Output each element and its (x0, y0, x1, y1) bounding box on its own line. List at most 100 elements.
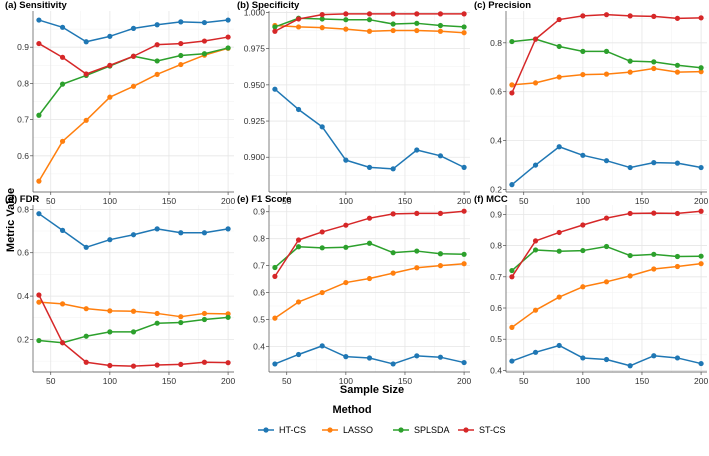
legend-item-lasso: LASSO (322, 425, 373, 435)
panel-e-f1-score-series-st-cs-point (437, 210, 444, 216)
panel-d-fdr-series-splsda-point (107, 329, 113, 335)
legend-key-point (463, 427, 469, 433)
panel-a-sensitivity-series-st-cs (36, 34, 231, 77)
panel-e-f1-score-series-lasso-point (437, 263, 444, 269)
panel-b-specificity-series-lasso-point (390, 27, 396, 34)
panel-c-precision-series-ht-cs-point (603, 158, 610, 164)
panel-b-specificity-x-tick-label: 150 (398, 196, 412, 206)
panel-b-specificity-series-ht-cs-point (390, 166, 396, 172)
panel-a-sensitivity-series-ht-cs-point (130, 25, 137, 31)
panel-c-precision-series-splsda-point (580, 48, 586, 54)
panel-f-mcc-series-splsda (509, 243, 704, 274)
panel-b-specificity-series-lasso-point (343, 26, 349, 32)
panel-e-f1-score-series-ht-cs (272, 343, 467, 367)
panel-c-precision-series-ht-cs (509, 144, 704, 188)
panel-a-sensitivity-series-ht-cs-point (225, 17, 231, 23)
panel-f-mcc-series-ht-cs-point (698, 360, 704, 367)
panel-f-mcc-series-ht-cs-point (509, 358, 515, 364)
panel-f-mcc-x-tick-label: 100 (576, 376, 590, 386)
panel-e-f1-score-series-ht-cs-point (272, 361, 278, 367)
panel-f-mcc-series-lasso-point (651, 266, 657, 272)
panel-e-f1-score-series-splsda-point (272, 264, 278, 271)
panel-f-mcc-series-st-cs-point (674, 210, 681, 217)
panel-d-fdr-y-tick-label: 0.4 (17, 291, 29, 301)
panel-e-f1-score-series-ht-cs-point (414, 353, 420, 359)
panel-a-sensitivity-series-st-cs-point (130, 53, 137, 59)
panel-e-f1-score-series-lasso-point (343, 279, 349, 286)
panel-b-specificity-series-ht-cs-point (319, 124, 325, 130)
panel-c-precision-title: (c) Precision (474, 0, 531, 11)
panel-b-specificity-series-splsda-point (414, 20, 420, 26)
panel-f-mcc-title: (f) MCC (474, 194, 508, 205)
panel-c-precision-series-st-cs-point (532, 36, 539, 42)
panel-d-fdr-series-st-cs-point (130, 363, 137, 369)
panel-b-specificity-x-tick-label: 200 (457, 196, 471, 206)
panel-c-precision-series-splsda-point (603, 48, 610, 54)
panel-f-mcc-series-lasso-point (603, 279, 610, 285)
panel-a-sensitivity-series-ht-cs-point (36, 17, 42, 23)
panel-b-specificity-series-splsda-point (390, 21, 396, 27)
panel-b-specificity-series-lasso-point (437, 28, 444, 34)
panel-d-fdr-series-splsda-point (130, 329, 137, 335)
panel-f-mcc-series-splsda-point (674, 253, 681, 260)
legend-item-ht-cs: HT-CS (258, 425, 306, 435)
panel-c-precision-series-splsda-point (509, 38, 515, 45)
panel-a-sensitivity-series-lasso-point (130, 83, 137, 89)
legend-items: HT-CS LASSO SPLSDA ST-CS (258, 425, 506, 435)
panel-f-mcc-series-st-cs-point (651, 210, 657, 216)
panel-f-mcc-series-st-cs-point (556, 229, 562, 236)
panel-c-precision-series-ht-cs-point (651, 160, 657, 166)
panel-d-fdr-series-lasso-point (201, 310, 208, 317)
panel-c-precision-series-ht-cs-point (627, 164, 633, 171)
panel-d-fdr-series-st-cs-point (59, 340, 66, 346)
panel-e-f1-score-y-tick-label: 0.8 (253, 234, 265, 244)
panel-c-precision-x-tick-label: 100 (576, 196, 590, 206)
panel-e-f1-score-series-splsda-point (366, 240, 373, 246)
panel-c-precision-series-splsda-point (674, 62, 681, 68)
panel-f-mcc-series-splsda-point (603, 243, 610, 250)
panel-f-mcc-series-lasso-point (556, 294, 562, 300)
panel-a-sensitivity-series-st-cs-point (225, 34, 231, 40)
panel-f-mcc-series-lasso-point (532, 307, 539, 313)
panel-a-sensitivity-series-ht-cs (36, 17, 231, 45)
panel-d-fdr-x-tick-label: 50 (46, 376, 56, 386)
panel-b-specificity-series-st-cs-point (343, 11, 349, 17)
panel-c-precision-series-lasso-point (627, 69, 633, 75)
panel-f-mcc-series-st-cs-point (603, 215, 610, 221)
panel-f-mcc-series-ht-cs (509, 342, 704, 369)
panel-b-specificity-series-splsda-point (461, 24, 467, 30)
panel-c-precision-series-lasso-point (509, 82, 515, 88)
panel-c-precision-series-lasso-point (556, 74, 562, 80)
panel-a-sensitivity-series-splsda-point (201, 51, 208, 57)
panel-b-specificity-series-ht-cs-point (414, 147, 420, 153)
panel-b-specificity-series-lasso-point (461, 30, 467, 36)
panel-e-f1-score-series-ht-cs-point (437, 354, 444, 360)
panel-e-f1-score-series-st-cs-point (414, 210, 420, 216)
panel-c-precision-series-splsda-point (651, 59, 657, 65)
panel-b-specificity-series-splsda-point (272, 24, 278, 30)
panel-b-specificity-y-tick-label: 0.925 (244, 116, 266, 126)
panel-a-sensitivity-series-lasso-point (83, 117, 89, 123)
panel-e-f1-score-series-splsda-point (414, 248, 420, 254)
panel-e-f1-score-background (269, 205, 470, 372)
panel-b-specificity-series-st-cs-point (272, 28, 278, 34)
panel-a-sensitivity-series-ht-cs-point (107, 33, 113, 39)
panel-a-sensitivity-series-ht-cs-point (201, 19, 208, 26)
panel-e-f1-score-series-st-cs-point (319, 229, 325, 235)
panel-e-f1-score-y-tick-label: 0.6 (253, 288, 265, 298)
panel-f-mcc-series-st-cs-point (698, 208, 704, 214)
panel-b-specificity-series-lasso (272, 22, 467, 36)
panel-e-f1-score-series-st-cs-point (390, 211, 396, 217)
panel-b-specificity-series-splsda-point (319, 16, 325, 22)
panel-c-precision-x-tick-label: 200 (694, 196, 708, 206)
panel-c-precision-series-lasso-point (698, 69, 704, 75)
legend-title: Method (332, 404, 371, 416)
panel-d-fdr-series-st-cs-point (225, 360, 231, 366)
panel-e-f1-score-series-st-cs-point (272, 273, 278, 279)
panel-a-sensitivity-series-st-cs-point (178, 40, 184, 47)
panel-e-f1-score-series-lasso-point (319, 289, 325, 296)
panel-f-mcc-series-ht-cs-point (603, 356, 610, 363)
panel-a-sensitivity-series-st-cs-point (36, 40, 42, 47)
panel-b-specificity-series-st-cs-point (390, 11, 396, 17)
